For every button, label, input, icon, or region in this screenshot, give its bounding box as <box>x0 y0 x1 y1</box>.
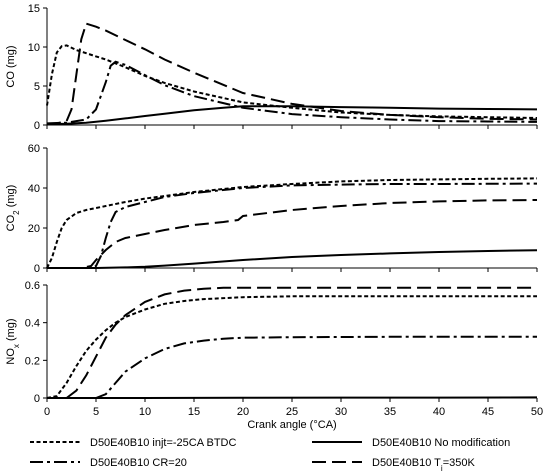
x-tick-label: 25 <box>286 406 298 418</box>
legend-label: D50E40B10 Ti=350K <box>372 457 475 473</box>
y-tick-label: 0.6 <box>25 280 40 292</box>
y-axis-label: CO2 (mg) <box>5 185 21 232</box>
panel-1: 0 5 10 15 CO (mg) <box>5 3 538 132</box>
y-tick-label: 15 <box>28 3 40 15</box>
x-tick-label: 20 <box>237 406 249 418</box>
x-axis-label: Crank angle (°CA) <box>247 419 336 431</box>
y-axis-label: CO (mg) <box>5 45 17 87</box>
y-tick-label: 60 <box>28 143 40 155</box>
legend-label: D50E40B10 CR=20 <box>90 457 187 469</box>
y-tick-label: 0 <box>34 393 40 405</box>
x-tick-label: 15 <box>188 406 200 418</box>
x-tick-label: 10 <box>139 406 151 418</box>
x-tick-label: 45 <box>482 406 494 418</box>
series-line-d50e40b10-cr-20 <box>46 60 538 125</box>
panel-3: 0 0.2 0.4 0.6 NOx (mg) <box>5 280 538 405</box>
x-tick-label: 30 <box>335 406 347 418</box>
series-line-d50e40b10-t-350k <box>46 22 538 126</box>
x-tick-label: 50 <box>531 406 543 418</box>
x-tick-label: 40 <box>433 406 445 418</box>
series-line-d50e40b10-t-350k <box>47 199 538 269</box>
y-tick-label: 0 <box>34 263 40 275</box>
x-tick-label: 0 <box>44 406 50 418</box>
series-line-d50e40b10-injt-25ca-btdc <box>46 295 537 399</box>
series-line-d50e40b10-no-modification <box>47 396 538 399</box>
y-tick-label: 40 <box>28 183 40 195</box>
y-tick-label: 5 <box>34 81 40 93</box>
y-axis-label: NOx (mg) <box>5 318 21 364</box>
legend-label: D50E40B10 No modification <box>372 437 510 449</box>
y-tick-label: 20 <box>28 223 40 235</box>
legend-label: D50E40B10 injt=-25CA BTDC <box>90 437 236 449</box>
y-tick-label: 0.2 <box>25 355 40 367</box>
series-line-d50e40b10-cr-20 <box>47 182 538 269</box>
panel-2: 0 20 40 60 CO2 (mg) <box>5 143 538 275</box>
y-tick-label: 0.4 <box>25 318 40 330</box>
series-line-d50e40b10-t-350k <box>47 286 537 399</box>
y-tick-label: 0 <box>34 120 40 132</box>
x-tick-label: 5 <box>93 406 99 418</box>
y-tick-label: 10 <box>28 42 40 54</box>
legend: D50E40B10 injt=-25CA BTDC D50E40B10 No mo… <box>30 437 510 473</box>
x-tick-label: 35 <box>384 406 396 418</box>
series-line-d50e40b10-no-modification <box>46 105 538 126</box>
series-line-d50e40b10-cr-20 <box>47 335 537 399</box>
series-line-d50e40b10-injt-25ca-btdc <box>46 177 538 269</box>
series-line-d50e40b10-no-modification <box>47 249 538 269</box>
